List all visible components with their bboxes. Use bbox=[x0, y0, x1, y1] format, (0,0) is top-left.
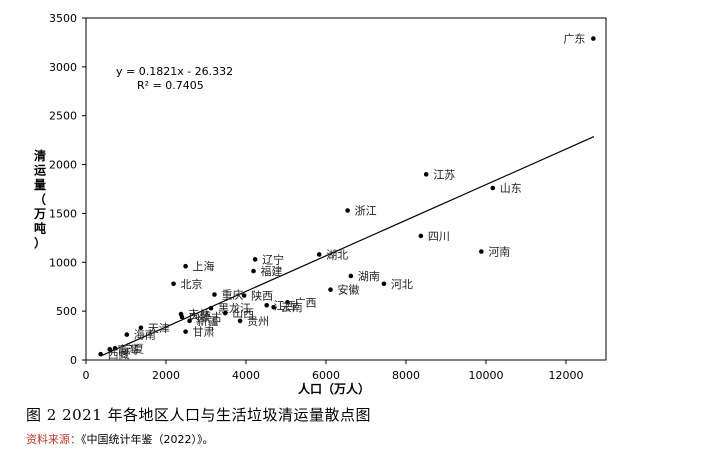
source-text: 《中国统计年鉴（2022）》。 bbox=[81, 433, 214, 446]
data-point bbox=[271, 304, 276, 310]
y-tick-label: 2000 bbox=[49, 159, 77, 172]
data-point bbox=[187, 318, 192, 324]
point-label: 湖南 bbox=[358, 270, 380, 283]
axes: 0 2000 4000 6000 8000 10000 12000 0 500 1000 1500 2… bbox=[49, 12, 607, 382]
data-point bbox=[183, 329, 188, 334]
source-label: 资料来源： bbox=[26, 433, 81, 446]
point-label: 宁夏 bbox=[122, 341, 144, 355]
point-label: 江西 bbox=[274, 299, 296, 312]
regression-equation: y = 0.1821x - 26.332 bbox=[116, 65, 233, 78]
data-point bbox=[423, 172, 429, 177]
data-point bbox=[138, 325, 144, 331]
data-point bbox=[237, 318, 243, 324]
y-tick-label: 3000 bbox=[49, 61, 77, 74]
data-point bbox=[183, 263, 188, 269]
x-tick-label: 8000 bbox=[392, 369, 420, 382]
data-point bbox=[348, 273, 354, 279]
point-label: 江苏 bbox=[433, 168, 455, 181]
y-axis-label-char: 吨 bbox=[34, 221, 46, 236]
point-label: 安徽 bbox=[338, 283, 360, 297]
data-point bbox=[285, 300, 290, 305]
point-label: 河北 bbox=[391, 278, 413, 291]
data-point bbox=[251, 268, 256, 274]
point-label: 青海 bbox=[117, 342, 139, 356]
data-point bbox=[328, 287, 333, 292]
data-point bbox=[345, 208, 350, 213]
point-label: 山西 bbox=[232, 307, 254, 320]
data-point bbox=[107, 346, 113, 352]
data-point bbox=[381, 281, 387, 287]
y-axis-label-char: （ bbox=[34, 192, 46, 207]
x-axis-label: 人口（万人） bbox=[298, 381, 370, 396]
point-label: 河南 bbox=[488, 246, 510, 259]
data-point bbox=[171, 281, 176, 287]
y-axis-label-char: 万 bbox=[33, 207, 46, 221]
point-label: 云南 bbox=[281, 301, 303, 314]
data-point bbox=[316, 252, 322, 257]
data-point bbox=[490, 185, 496, 191]
y-axis-label-char: ） bbox=[34, 235, 46, 250]
figure-caption: 图 2 2021 年各地区人口与生活垃圾清运量散点图 bbox=[26, 406, 372, 424]
scatter-chart: 0 2000 4000 6000 8000 10000 12000 0 500 1000 1500 2… bbox=[33, 12, 607, 396]
data-point bbox=[179, 314, 185, 320]
point-label: 福建 bbox=[260, 264, 282, 278]
y-axis-label-char: 量 bbox=[34, 178, 46, 192]
point-label: 辽宁 bbox=[262, 252, 284, 266]
data-point bbox=[418, 233, 424, 239]
x-tick-label: 6000 bbox=[312, 369, 340, 382]
plot-area-border bbox=[85, 17, 607, 361]
data-point bbox=[98, 351, 103, 357]
point-label: 西藏 bbox=[108, 348, 130, 361]
point-label: 内蒙古 bbox=[189, 310, 222, 324]
data-point bbox=[212, 292, 217, 297]
y-tick-label: 0 bbox=[70, 354, 77, 367]
data-point bbox=[124, 332, 130, 337]
point-label: 陕西 bbox=[251, 289, 273, 303]
r-squared: R² = 0.7405 bbox=[137, 79, 204, 92]
y-axis-label: 清运量（万吨） bbox=[33, 148, 46, 250]
y-tick-label: 500 bbox=[56, 305, 77, 318]
point-label: 天津 bbox=[148, 322, 170, 335]
point-label: 海南 bbox=[134, 328, 156, 342]
data-point bbox=[264, 302, 269, 308]
y-tick-label: 2500 bbox=[49, 110, 77, 123]
point-label: 贵州 bbox=[247, 315, 269, 328]
point-label: 重庆 bbox=[221, 288, 243, 302]
data-point bbox=[252, 257, 258, 262]
data-point bbox=[208, 305, 214, 311]
y-tick-label: 1000 bbox=[49, 256, 77, 269]
x-tick-label: 0 bbox=[83, 369, 90, 382]
x-tick-label: 10000 bbox=[469, 369, 504, 382]
point-label: 广西 bbox=[294, 296, 316, 309]
y-axis-label-char: 清 bbox=[34, 148, 46, 163]
data-point bbox=[479, 249, 484, 254]
x-tick-label: 4000 bbox=[232, 369, 260, 382]
data-point bbox=[222, 310, 228, 316]
point-label: 北京 bbox=[181, 277, 203, 291]
point-label: 广东 bbox=[563, 33, 585, 46]
point-label: 新疆 bbox=[197, 314, 219, 328]
point-label: 湖北 bbox=[326, 248, 348, 261]
point-label: 山东 bbox=[500, 182, 522, 195]
y-tick-label: 1500 bbox=[49, 207, 77, 220]
y-axis-label-char: 运 bbox=[34, 164, 46, 178]
data-point bbox=[591, 36, 596, 41]
source-note: 资料来源：《中国统计年鉴（2022）》。 bbox=[26, 431, 214, 447]
point-label: 上海 bbox=[193, 259, 215, 273]
point-label: 四川 bbox=[428, 230, 450, 243]
point-label: 浙江 bbox=[355, 204, 377, 217]
trendline-group bbox=[100, 136, 595, 357]
x-tick-label: 12000 bbox=[549, 369, 584, 382]
data-point bbox=[241, 293, 247, 298]
y-tick-label: 3500 bbox=[49, 12, 77, 25]
point-label: 吉林 bbox=[188, 307, 210, 321]
point-label: 甘肃 bbox=[193, 326, 215, 339]
trendline bbox=[100, 136, 595, 357]
x-tick-label: 2000 bbox=[152, 369, 180, 382]
data-point bbox=[112, 345, 118, 351]
